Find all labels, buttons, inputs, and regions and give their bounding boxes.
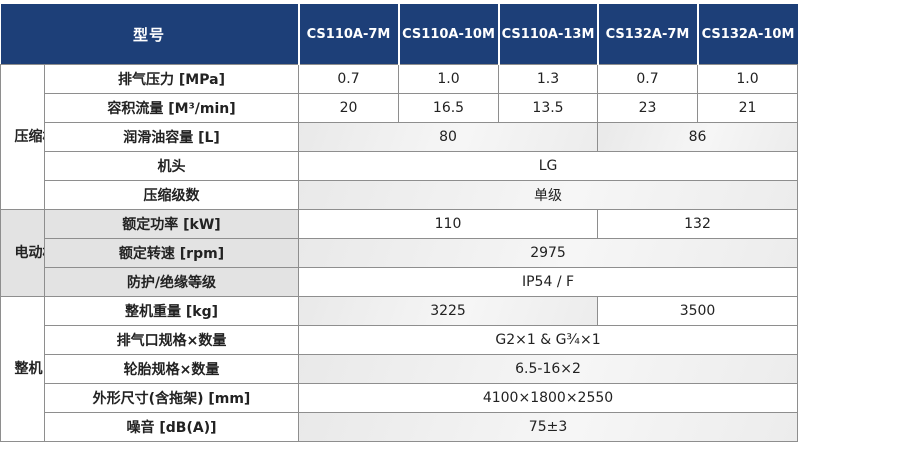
table-cell: 4100×1800×2550 (298, 383, 799, 413)
table-cell: 3500 (597, 296, 799, 326)
group-label-text: 压缩机 (14, 128, 44, 145)
model-column-header: CS132A-10M (697, 4, 798, 65)
table-cell: 单级 (298, 180, 799, 210)
spec-table-container: 型号 CS110A-7M CS110A-10M CS110A-13M CS132… (0, 4, 799, 442)
table-cell: 1.0 (398, 64, 500, 94)
group-label-compressor: 压缩机 (0, 64, 45, 210)
row-label: 排气压力 [MPa] (43, 64, 300, 94)
group-label-text: 整机 (14, 360, 43, 377)
table-cell: 21 (697, 93, 799, 123)
table-row: 电动机 额定功率 [kW] 110 132 (0, 209, 799, 297)
row-label: 压缩级数 (43, 180, 300, 210)
table-cell: 110 (298, 209, 599, 239)
table-cell: 23 (597, 93, 699, 123)
table-cell: 86 (597, 122, 799, 152)
table-row: 防护/绝缘等级 IP54 / F (1, 267, 799, 297)
table-row: 压缩机 排气压力 [MPa] 0.7 1.0 1.3 0.7 1.0 (0, 64, 799, 210)
table-row: 额定转速 [rpm] 2975 (1, 238, 799, 268)
model-header: 型号 (0, 4, 300, 65)
row-label: 额定转速 [rpm] (43, 238, 300, 268)
spec-table: 型号 CS110A-7M CS110A-10M CS110A-13M CS132… (0, 4, 799, 442)
row-label: 容积流量 [M³/min] (43, 93, 300, 123)
table-row: 噪音 [dB(A)] 75±3 (1, 412, 799, 442)
table-cell: 1.3 (498, 64, 599, 94)
model-column-header: CS110A-7M (298, 4, 400, 65)
table-cell: IP54 / F (298, 267, 799, 297)
table-row: 机头 LG (1, 151, 799, 181)
table-row: 外形尺寸(含拖架) [mm] 4100×1800×2550 (1, 383, 799, 413)
table-row: 压缩级数 单级 (1, 180, 799, 210)
table-cell: 75±3 (298, 412, 799, 442)
row-label: 外形尺寸(含拖架) [mm] (43, 383, 300, 413)
row-label: 润滑油容量 [L] (43, 122, 300, 152)
table-cell: 0.7 (597, 64, 699, 94)
table-cell: G2×1 & G¾×1 (298, 325, 799, 355)
row-label: 额定功率 [kW] (43, 209, 300, 239)
table-cell: 132 (597, 209, 799, 239)
row-label: 排气口规格×数量 (43, 325, 300, 355)
table-row: 轮胎规格×数量 6.5-16×2 (1, 354, 799, 384)
group-label-motor: 电动机 (0, 209, 45, 297)
row-label: 噪音 [dB(A)] (43, 412, 300, 442)
table-cell: 80 (298, 122, 599, 152)
group-label-machine: 整机 (0, 296, 45, 442)
row-label: 防护/绝缘等级 (43, 267, 300, 297)
table-cell: 6.5-16×2 (298, 354, 799, 384)
model-column-header: CS110A-10M (398, 4, 500, 65)
table-row: 润滑油容量 [L] 80 86 (1, 122, 799, 152)
group-label-text: 电动机 (14, 244, 44, 261)
table-cell: 13.5 (498, 93, 599, 123)
row-label: 机头 (43, 151, 300, 181)
table-cell: 0.7 (298, 64, 400, 94)
table-row: 排气口规格×数量 G2×1 & G¾×1 (1, 325, 799, 355)
model-column-header: CS132A-7M (597, 4, 699, 65)
model-column-header: CS110A-13M (498, 4, 599, 65)
row-label: 整机重量 [kg] (43, 296, 300, 326)
table-cell: LG (298, 151, 799, 181)
row-label: 轮胎规格×数量 (43, 354, 300, 384)
table-cell: 16.5 (398, 93, 500, 123)
table-cell: 1.0 (697, 64, 799, 94)
table-cell: 2975 (298, 238, 799, 268)
table-cell: 3225 (298, 296, 599, 326)
header-row: 型号 CS110A-7M CS110A-10M CS110A-13M CS132… (0, 4, 798, 65)
table-row: 整机 整机重量 [kg] 3225 3500 (0, 296, 799, 442)
table-cell: 20 (298, 93, 400, 123)
table-row: 容积流量 [M³/min] 20 16.5 13.5 23 21 (1, 93, 799, 123)
